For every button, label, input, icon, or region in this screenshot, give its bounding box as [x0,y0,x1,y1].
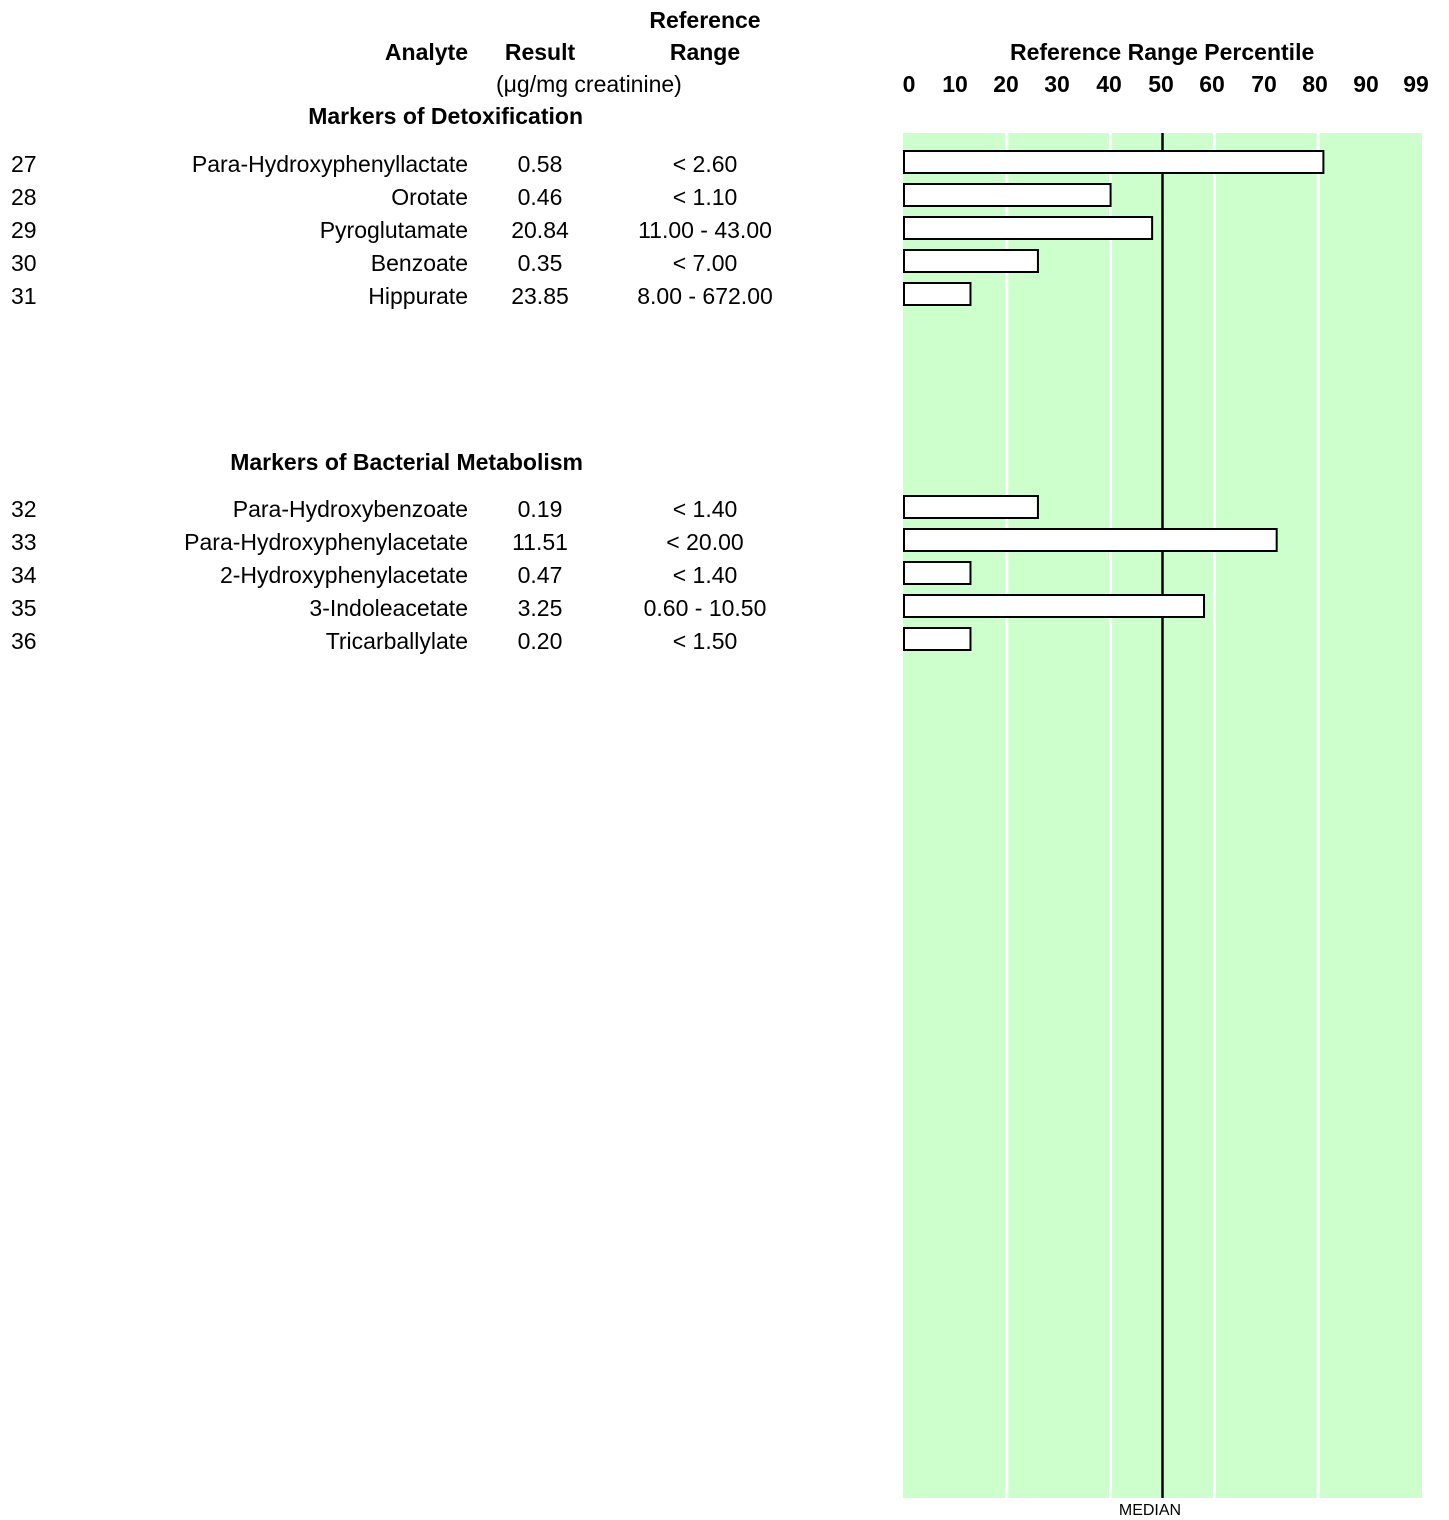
percentile-title: Reference Range Percentile [1010,39,1315,65]
analyte-name: Pyroglutamate [319,217,468,243]
analyte-column-header: Analyte [384,39,468,65]
reference-range: < 1.40 [672,562,738,588]
row-number: 29 [11,217,37,243]
result-value: 11.51 [512,529,568,555]
reference-range: < 1.50 [672,628,738,654]
row-number: 35 [11,595,37,621]
percentile-tick-label: 60 [1199,71,1225,97]
result-value: 0.19 [517,496,563,522]
result-value: 0.58 [517,151,563,177]
row-number: 32 [11,496,37,522]
percentile-tick-label: 70 [1251,71,1277,97]
result-value: 0.47 [517,562,563,588]
percentile-tick-label: 10 [942,71,968,97]
row-number: 36 [11,628,37,654]
percentile-bar-35 [903,594,1206,618]
range-column-header: Range [669,39,741,65]
row-number: 27 [11,151,37,177]
row-number: 34 [11,562,37,588]
percentile-bar-34 [903,561,972,585]
analyte-name: Para-Hydroxybenzoate [232,496,468,522]
percentile-tick-label: 0 [902,71,916,97]
percentile-bar-31 [903,282,972,306]
reference-range: < 1.40 [672,496,738,522]
reference-range: 0.60 - 10.50 [643,595,767,621]
result-value: 0.46 [517,184,563,210]
reference-range: 8.00 - 672.00 [637,283,773,309]
percentile-bar-30 [903,249,1039,273]
result-column-header: Result [504,39,576,65]
analyte-name: 2-Hydroxyphenylacetate [219,562,468,588]
analyte-name: Hippurate [368,283,468,309]
percentile-bar-27 [903,150,1325,174]
reference-range: < 1.10 [672,184,738,210]
units-label: (μg/mg creatinine) [496,71,682,97]
row-number: 30 [11,250,37,276]
reference-header-line1: Reference [649,7,761,33]
result-value: 3.25 [517,595,563,621]
analyte-name: Para-Hydroxyphenyllactate [191,151,468,177]
result-value: 0.35 [517,250,563,276]
result-value: 20.84 [511,217,569,243]
section-title: Markers of Bacterial Metabolism [230,449,583,475]
row-number: 28 [11,184,37,210]
percentile-bar-28 [903,183,1112,207]
percentile-tick-label: 80 [1302,71,1328,97]
analyte-name: Benzoate [370,250,468,276]
percentile-tick-label: 40 [1096,71,1122,97]
analyte-name: Orotate [391,184,468,210]
reference-range: < 2.60 [672,151,738,177]
reference-range: 11.00 - 43.00 [638,217,772,243]
analyte-name: Tricarballylate [325,628,468,654]
percentile-bar-32 [903,495,1039,519]
percentile-tick-label: 20 [993,71,1019,97]
median-label: MEDIAN [1118,1502,1182,1519]
row-number: 31 [11,283,37,309]
analyte-name: Para-Hydroxyphenylacetate [184,529,468,555]
analyte-name: 3-Indoleacetate [309,595,468,621]
section-title: Markers of Detoxification [308,103,583,129]
row-number: 33 [11,529,37,555]
percentile-bar-33 [903,528,1278,552]
percentile-bar-36 [903,627,972,651]
result-value: 23.85 [511,283,569,309]
reference-range: < 7.00 [672,250,738,276]
reference-range: < 20.00 [666,529,744,555]
percentile-tick-label: 99 [1403,71,1429,97]
percentile-tick-label: 30 [1044,71,1070,97]
percentile-bar-29 [903,216,1154,240]
result-value: 0.20 [517,628,563,654]
percentile-tick-label: 50 [1148,71,1174,97]
percentile-tick-label: 90 [1353,71,1379,97]
